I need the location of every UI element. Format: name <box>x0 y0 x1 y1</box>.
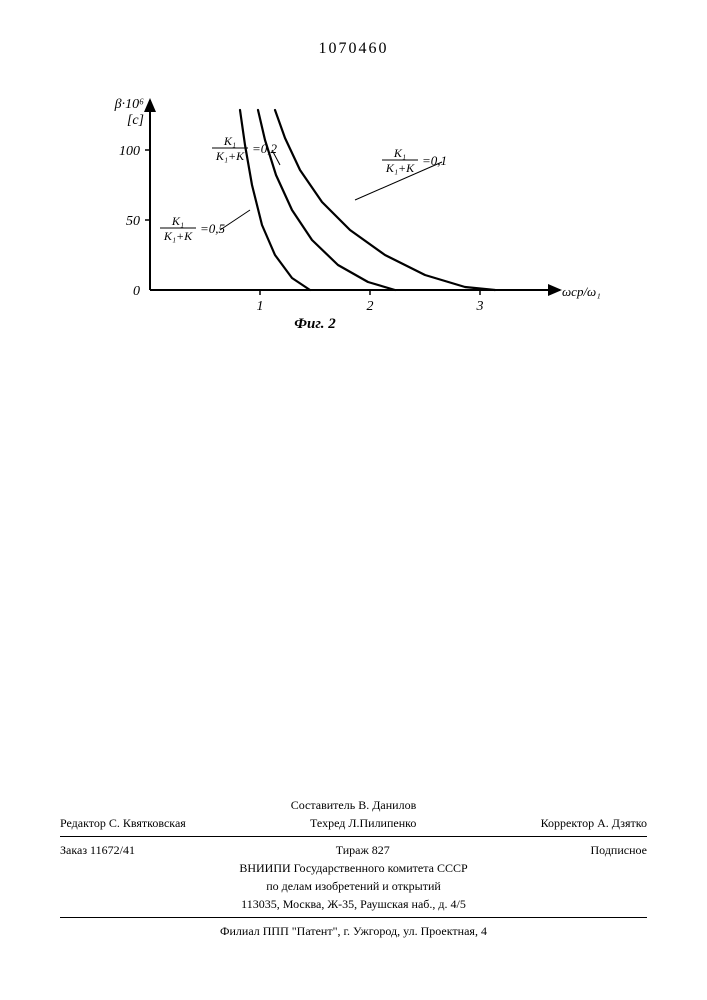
footer: Составитель В. Данилов Редактор С. Квятк… <box>60 796 647 940</box>
order-row: Заказ 11672/41 Тираж 827 Подписное <box>60 841 647 859</box>
divider <box>60 836 647 837</box>
svg-text:3: 3 <box>476 299 484 314</box>
chart-svg: β·10⁶[c]050100123ωср/ω₁Фиг. 2K₁K₁+K=0,5K… <box>100 90 600 350</box>
divider <box>60 917 647 918</box>
svg-text:100: 100 <box>119 144 140 159</box>
svg-text:K₁: K₁ <box>393 146 406 160</box>
svg-text:Фиг. 2: Фиг. 2 <box>294 316 336 332</box>
org-line1: ВНИИПИ Государственного комитета СССР <box>60 859 647 877</box>
svg-text:K₁+K: K₁+K <box>163 229 193 243</box>
chart: β·10⁶[c]050100123ωср/ω₁Фиг. 2K₁K₁+K=0,5K… <box>100 90 600 330</box>
svg-text:0: 0 <box>133 284 140 299</box>
order-number: Заказ 11672/41 <box>60 841 135 859</box>
svg-text:K₁+K: K₁+K <box>385 161 415 175</box>
svg-text:K₁+K: K₁+K <box>215 149 245 163</box>
svg-text:50: 50 <box>126 214 140 229</box>
svg-text:ωср/ω₁: ωср/ω₁ <box>562 284 600 299</box>
compiler: Составитель В. Данилов <box>60 796 647 814</box>
org-line2: по делам изобретений и открытий <box>60 877 647 895</box>
circulation: Тираж 827 <box>336 841 390 859</box>
editor: Редактор С. Квятковская <box>60 814 186 832</box>
svg-text:1: 1 <box>257 299 264 314</box>
address: 113035, Москва, Ж-35, Раушская наб., д. … <box>60 895 647 913</box>
svg-text:β·10⁶: β·10⁶ <box>114 97 144 112</box>
credits-row: Редактор С. Квятковская Техред Л.Пилипен… <box>60 814 647 832</box>
corrector: Корректор А. Дзятко <box>541 814 647 832</box>
svg-text:K₁: K₁ <box>223 134 236 148</box>
branch: Филиал ППП "Патент", г. Ужгород, ул. Про… <box>60 922 647 940</box>
tech-editor: Техред Л.Пилипенко <box>186 814 541 832</box>
page-number: 1070460 <box>0 40 707 58</box>
svg-text:[c]: [c] <box>127 113 144 128</box>
svg-text:2: 2 <box>367 299 374 314</box>
subscription: Подписное <box>591 841 648 859</box>
svg-text:K₁: K₁ <box>171 214 184 228</box>
